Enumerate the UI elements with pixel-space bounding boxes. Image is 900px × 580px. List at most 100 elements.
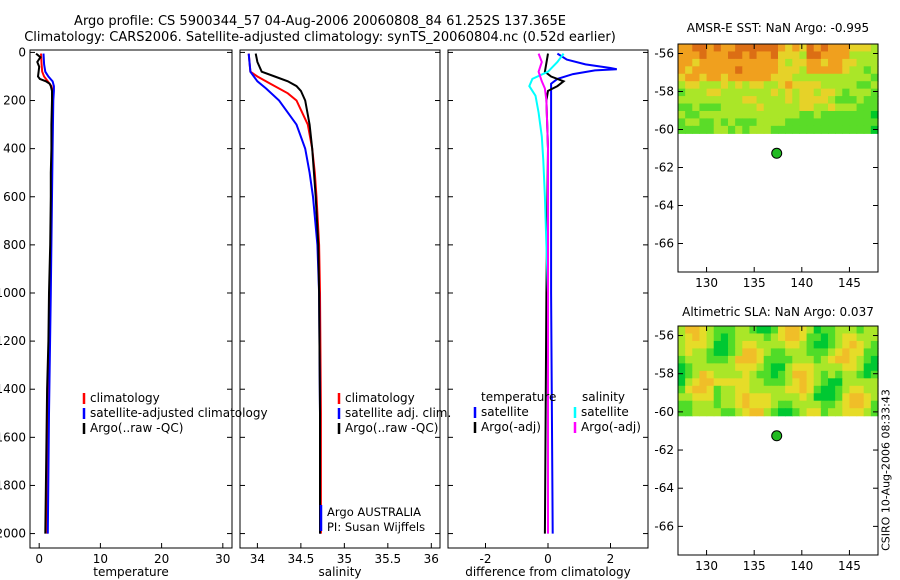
- sst-map-cell: [835, 51, 843, 60]
- sst-map-cell: [785, 88, 793, 97]
- sla-map-cell: [735, 363, 743, 372]
- sla-map-cell: [770, 326, 779, 335]
- sla-map-cell: [820, 363, 829, 372]
- sla-map-cell: [678, 326, 686, 335]
- sst-map-cell: [842, 58, 851, 67]
- sla-map-cell: [735, 385, 743, 394]
- sla-map-cell: [756, 355, 765, 364]
- sla-map-cell: [856, 348, 865, 357]
- sla-map-cell: [699, 393, 708, 402]
- temperature-profile-y-tick-label: 2000: [0, 527, 26, 541]
- sst-map-cell: [792, 81, 801, 90]
- sst-map-cell: [799, 103, 808, 112]
- sla-map-title: Altimetric SLA: NaN Argo: 0.037: [682, 305, 874, 319]
- sst-map-cell: [842, 51, 851, 60]
- sst-map-cell: [749, 73, 758, 82]
- sla-map-cell: [828, 348, 836, 357]
- sla-map-cell: [713, 393, 722, 402]
- sla-map-cell: [785, 378, 793, 387]
- sst-map-cell: [692, 110, 701, 120]
- sst-map-cell: [728, 110, 736, 120]
- sla-map-cell: [763, 378, 772, 387]
- sst-map-cell: [849, 44, 858, 53]
- sla-map-cell: [870, 340, 879, 350]
- sla-map-cell: [870, 363, 879, 372]
- sla-map-cell: [870, 326, 879, 335]
- sst-map-cell: [870, 88, 879, 97]
- sla-map-cell: [835, 355, 843, 364]
- sla-map-cell: [835, 408, 843, 417]
- sla-map-cell: [720, 363, 729, 372]
- sla-map-cell: [856, 326, 865, 335]
- sla-map-cell: [842, 355, 851, 364]
- sst-map-cell: [763, 44, 772, 53]
- sst-map-cell: [692, 44, 701, 53]
- sst-map-cell: [792, 125, 801, 134]
- sla-map-cell: [770, 378, 779, 387]
- sst-map-cell: [828, 103, 836, 112]
- sla-map-cell: [856, 393, 865, 402]
- sla-map-cell: [799, 378, 808, 387]
- sla-map-cell: [735, 355, 743, 364]
- sla-map-cell: [699, 348, 708, 357]
- sst-map-cell: [728, 103, 736, 112]
- temperature-profile-x-tick-label: 10: [93, 552, 108, 566]
- temperature-profile-y-tick-label: 1200: [0, 334, 26, 348]
- sla-map-cell: [685, 355, 693, 364]
- sla-map-cell: [692, 326, 701, 335]
- sst-map-cell: [820, 51, 829, 60]
- sla-map-cell: [720, 333, 729, 342]
- sla-map-x-tick-label: 130: [695, 559, 718, 573]
- sla-map-cell: [792, 363, 801, 372]
- sla-map-cell: [678, 333, 686, 342]
- sla-map-cell: [742, 385, 751, 394]
- sla-map-cell: [842, 385, 851, 394]
- sst-map-cell: [770, 58, 779, 67]
- difference-legend-sal-satellite-label: satellite: [581, 405, 629, 419]
- sst-map-cell: [692, 103, 701, 112]
- sst-map-cell: [713, 88, 722, 97]
- sst-map-cell: [713, 58, 722, 67]
- sla-map-cell: [799, 326, 808, 335]
- sla-map-cell: [813, 393, 822, 402]
- sst-map-cell: [685, 118, 693, 127]
- sla-map-cell: [792, 348, 801, 357]
- sla-map-cell: [692, 355, 701, 364]
- sst-map-cell: [713, 110, 722, 120]
- sst-map-cell: [842, 118, 851, 127]
- sst-map-cell: [813, 118, 822, 127]
- temperature-profile-series-2: [35, 52, 53, 534]
- sla-map-cell: [799, 340, 808, 350]
- sla-map-cell: [842, 363, 851, 372]
- sst-map-cell: [763, 73, 772, 82]
- sla-map-cell: [799, 355, 808, 364]
- sla-map-cell: [820, 400, 829, 409]
- sst-map-cell: [792, 44, 801, 53]
- sla-map-cell: [828, 378, 836, 387]
- sla-map-cell: [778, 385, 786, 394]
- sst-map-cell: [806, 103, 815, 112]
- sst-map-cell: [792, 110, 801, 120]
- sst-map-cell: [856, 118, 865, 127]
- sla-map-cell: [828, 393, 836, 402]
- sla-map-cell: [685, 378, 693, 387]
- sst-map-cell: [756, 44, 765, 53]
- sla-map-cell: [770, 355, 779, 364]
- sst-map-cell: [785, 51, 793, 60]
- sla-map-cell: [856, 363, 865, 372]
- sst-map-cell: [685, 88, 693, 97]
- sst-map-cell: [778, 44, 786, 53]
- sla-map-cell: [763, 363, 772, 372]
- sla-map-cell: [785, 348, 793, 357]
- sla-map-y-tick-label: -64: [654, 481, 674, 495]
- sla-map-cell: [806, 326, 815, 335]
- sla-map-cell: [806, 363, 815, 372]
- sla-map-cell: [678, 393, 686, 402]
- sst-map-cell: [856, 88, 865, 97]
- sla-map-cell: [742, 400, 751, 409]
- sla-map-cell: [835, 393, 843, 402]
- sst-map-cell: [770, 96, 779, 105]
- sla-map-cell: [770, 385, 779, 394]
- sla-map-cell: [749, 400, 758, 409]
- sst-map-cell: [799, 88, 808, 97]
